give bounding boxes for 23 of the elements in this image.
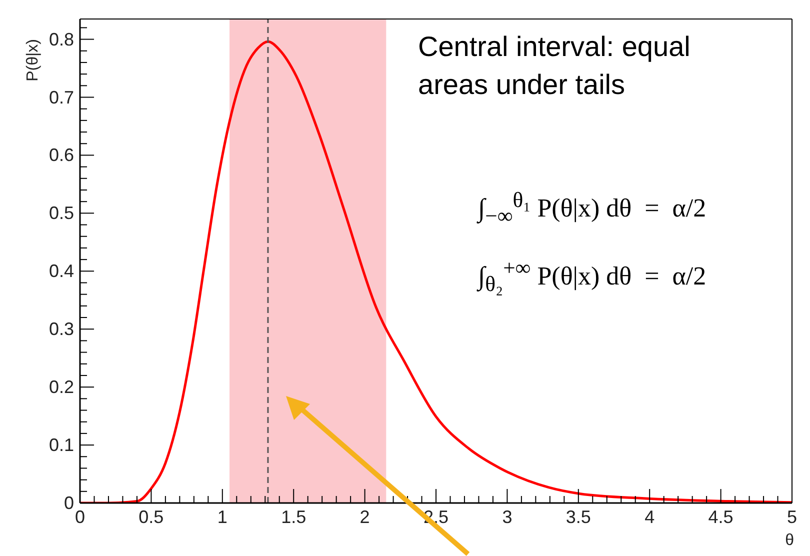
x-tick-label: 4.5	[708, 507, 734, 527]
y-tick-label: 0.1	[48, 435, 74, 456]
x-tick-label: 3.5	[566, 507, 591, 527]
annotation: Central interval: equal areas under tails	[418, 30, 692, 102]
x-tick-label: 5	[786, 507, 798, 527]
y-tick-label: 0.8	[48, 29, 74, 50]
annotation: ∫$_{θ₂}$$^{+∞}$ P(θ|x) dθ = α/2	[478, 256, 706, 297]
x-tick-label: 2	[360, 507, 370, 527]
y-tick-label: 0	[64, 493, 74, 513]
x-tick-label: 3	[502, 507, 512, 527]
y-tick-label: 0.6	[48, 145, 74, 166]
x-tick-label: 1.5	[281, 507, 306, 527]
y-tick-label: 0.4	[48, 261, 74, 282]
annotation: ∫$_{−∞}$$^{θ₁}$ P(θ|x) dθ = α/2	[478, 188, 706, 229]
x-tick-label: 4	[644, 507, 655, 527]
y-tick-label: 0.3	[48, 319, 74, 340]
y-tick-label: 0.7	[48, 87, 74, 108]
x-axis-title: θ	[785, 532, 794, 549]
y-axis-title: P(θ|x)	[24, 39, 42, 82]
x-tick-label: 0.5	[138, 507, 164, 527]
y-tick-label: 0.2	[48, 377, 74, 398]
y-tick-label: 0.5	[48, 203, 74, 224]
x-tick-label: 1	[217, 507, 228, 527]
